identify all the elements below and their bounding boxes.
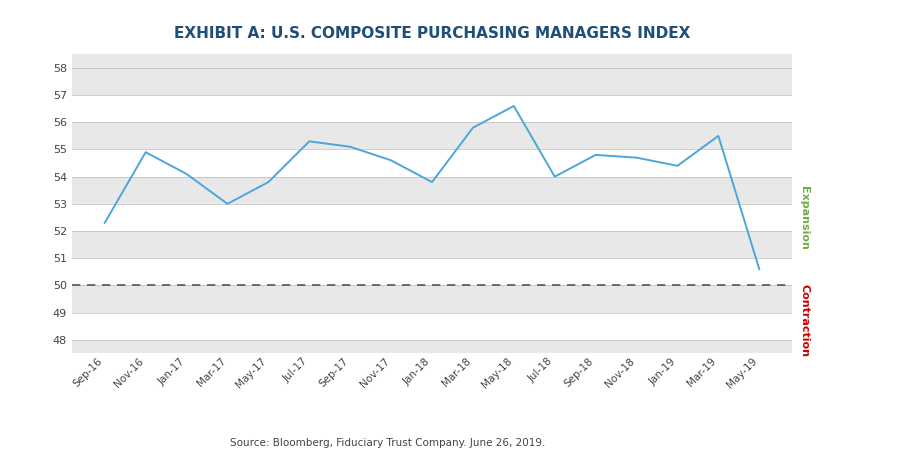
Bar [72,177,792,204]
Bar [72,95,792,122]
Bar [72,149,792,177]
Bar [72,231,792,258]
Text: Source: Bloomberg, Fiduciary Trust Company. June 26, 2019.: Source: Bloomberg, Fiduciary Trust Compa… [230,439,544,448]
Bar [72,285,792,313]
Bar [72,313,792,340]
Bar [72,68,792,95]
Text: Expansion: Expansion [799,185,809,250]
Title: EXHIBIT A: U.S. COMPOSITE PURCHASING MANAGERS INDEX: EXHIBIT A: U.S. COMPOSITE PURCHASING MAN… [174,26,690,41]
Bar [72,258,792,285]
Bar [72,122,792,149]
Bar [72,204,792,231]
Text: Contraction: Contraction [799,284,809,357]
